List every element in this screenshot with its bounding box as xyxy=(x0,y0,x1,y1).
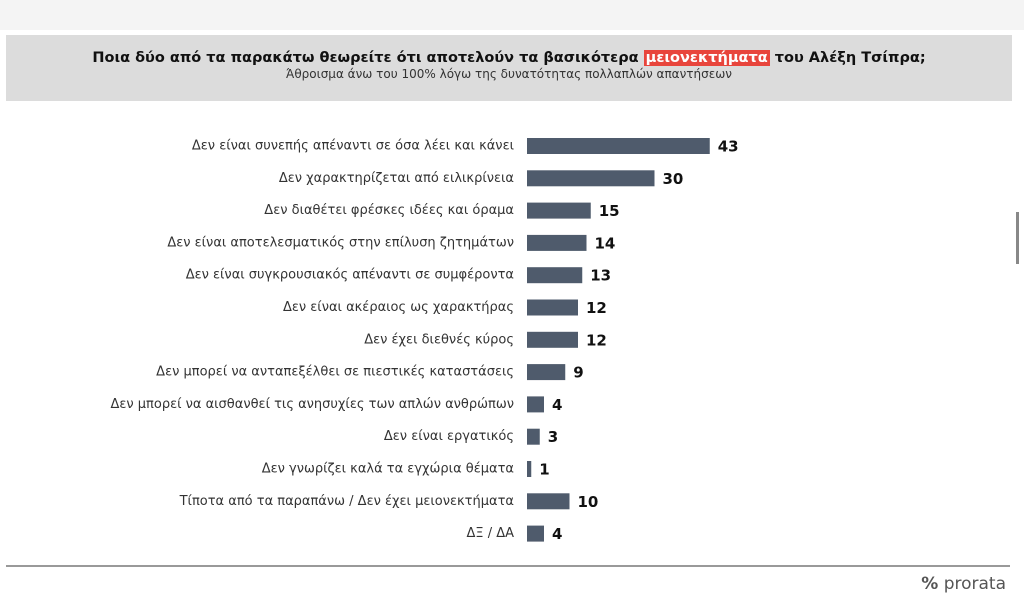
value-label: 14 xyxy=(595,234,616,252)
bar xyxy=(527,525,544,542)
top-bar xyxy=(0,0,1024,30)
category-label: Δεν χαρακτηρίζεται από ειλικρίνεια xyxy=(279,171,514,186)
value-label: 12 xyxy=(586,299,607,317)
category-label: Δεν έχει διεθνές κύρος xyxy=(364,332,514,347)
bar xyxy=(527,461,532,477)
category-label: Δεν διαθέτει φρέσκες ιδέες και όραμα xyxy=(264,203,514,218)
value-label: 30 xyxy=(663,170,684,188)
value-label: 43 xyxy=(718,138,739,156)
bar xyxy=(527,170,655,187)
value-label: 1 xyxy=(539,461,549,479)
bar xyxy=(527,202,591,219)
title-text: του Αλέξη Τσίπρα; xyxy=(774,50,926,66)
value-label: 13 xyxy=(590,267,611,285)
bar xyxy=(527,428,540,445)
value-label: 10 xyxy=(578,493,599,511)
category-label: Δεν είναι συνεπής απέναντι σε όσα λέει κ… xyxy=(192,139,514,154)
category-label: Δεν είναι συγκρουσιακός απέναντι σε συμφ… xyxy=(186,268,514,283)
category-label: Τίποτα από τα παραπάνω / Δεν έχει μειονε… xyxy=(179,494,514,509)
category-label: Δεν είναι εργατικός xyxy=(384,429,514,444)
chart-subtitle: Άθροισμα άνω του 100% λόγω της δυνατότητ… xyxy=(286,67,732,81)
bar xyxy=(527,493,570,510)
title-highlight: μειονεκτήματα xyxy=(643,50,770,66)
logo-text: prorata xyxy=(943,574,1006,594)
category-label: Δεν μπορεί να αισθανθεί τις ανησυχίες τω… xyxy=(110,397,514,412)
chart-header: Ποια δύο από τα παρακάτω θεωρείτε ότι απ… xyxy=(6,35,1012,101)
category-label: Δεν μπορεί να ανταπεξέλθει σε πιεστικές … xyxy=(156,365,514,380)
bar xyxy=(527,299,578,316)
bar xyxy=(527,364,566,381)
title-text: Ποια δύο από τα παρακάτω θεωρείτε ότι απ… xyxy=(92,50,639,66)
bar xyxy=(527,234,587,251)
value-label: 3 xyxy=(548,428,558,446)
category-label: Δεν γνωρίζει καλά τα εγχώρια θέματα xyxy=(262,462,514,477)
value-label: 9 xyxy=(573,364,583,382)
bar xyxy=(527,138,710,154)
logo-symbol: % xyxy=(921,574,939,594)
category-label: Δεν είναι αποτελεσματικός στην επίλυση ζ… xyxy=(167,235,514,250)
value-label: 4 xyxy=(552,525,562,543)
chart-title: Ποια δύο από τα παρακάτω θεωρείτε ότι απ… xyxy=(6,50,1012,66)
bar xyxy=(527,396,544,413)
bar xyxy=(527,267,583,284)
bar xyxy=(527,331,578,348)
category-label: ΔΞ / ΔΑ xyxy=(466,526,514,541)
category-label: Δεν είναι ακέραιος ως χαρακτήρας xyxy=(283,300,514,315)
logo: % prorata xyxy=(921,574,1006,594)
value-label: 15 xyxy=(599,202,620,220)
value-label: 4 xyxy=(552,396,562,414)
scrollbar xyxy=(1016,212,1019,264)
value-label: 12 xyxy=(586,331,607,349)
